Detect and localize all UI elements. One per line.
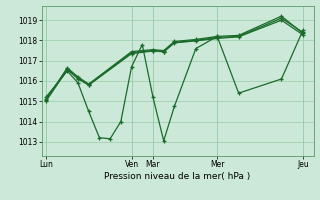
X-axis label: Pression niveau de la mer( hPa ): Pression niveau de la mer( hPa ) (104, 172, 251, 181)
